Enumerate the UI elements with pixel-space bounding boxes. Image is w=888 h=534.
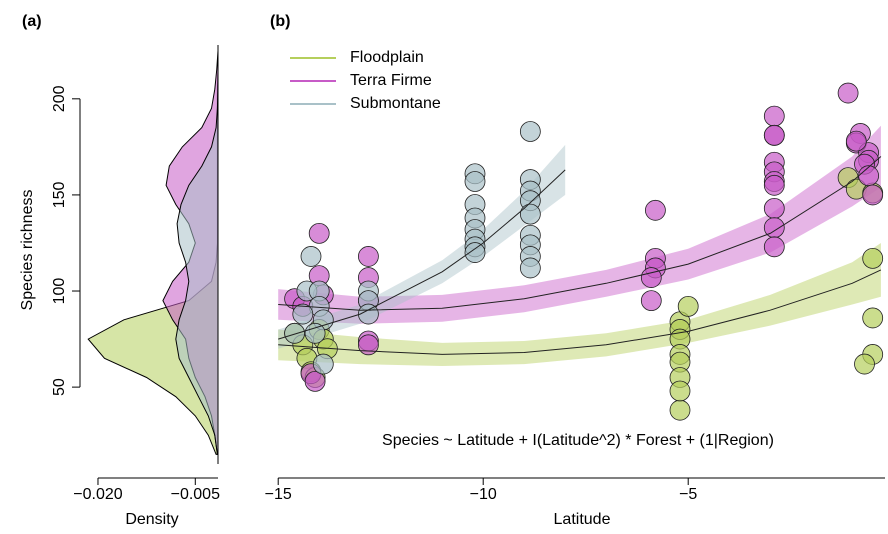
legend-label: Floodplain	[350, 49, 424, 66]
point	[677, 295, 699, 317]
point	[640, 267, 662, 288]
point	[862, 184, 884, 206]
y-tick-label: 200	[51, 85, 68, 112]
point	[357, 334, 379, 356]
point	[645, 199, 666, 221]
fit-line	[278, 269, 882, 355]
point	[357, 303, 379, 325]
y-tick-label: 150	[51, 181, 68, 208]
point	[862, 307, 884, 329]
point	[763, 197, 785, 219]
point	[669, 399, 691, 421]
x-axis-title: Latitude	[554, 511, 611, 528]
y-tick-label: 100	[51, 278, 68, 305]
point	[854, 353, 875, 375]
point	[300, 246, 322, 267]
point	[763, 236, 785, 258]
x-tick-label: −5	[679, 486, 697, 503]
point	[837, 82, 859, 104]
point	[357, 246, 379, 267]
x-tick-label: −10	[470, 486, 497, 503]
point	[312, 353, 334, 375]
x-tick-label: −0.005	[171, 486, 220, 503]
point	[640, 290, 662, 312]
point	[519, 121, 541, 142]
point	[669, 380, 691, 402]
x-axis-title: Density	[125, 511, 178, 528]
point	[304, 370, 326, 392]
confidence-band	[278, 125, 881, 324]
point	[304, 322, 326, 344]
panel-label: (b)	[270, 13, 290, 30]
fit-line	[278, 156, 882, 311]
x-tick-label: −15	[265, 486, 292, 503]
point	[464, 242, 486, 263]
point	[308, 222, 330, 244]
x-tick-label: −0.020	[73, 486, 122, 503]
confidence-band	[278, 243, 881, 366]
point	[519, 257, 541, 279]
fit-line	[278, 169, 566, 340]
panel-label: (a)	[22, 13, 42, 30]
legend-label: Submontane	[350, 95, 441, 112]
point	[858, 165, 879, 187]
legend-label: Terra Firme	[350, 72, 432, 89]
y-axis-title: Species richness	[19, 190, 36, 311]
point	[519, 203, 541, 225]
point	[862, 247, 884, 269]
point	[284, 322, 306, 344]
point	[292, 303, 314, 325]
point	[763, 124, 785, 146]
point	[763, 174, 785, 196]
point	[845, 130, 867, 152]
point	[464, 171, 486, 192]
point	[763, 105, 785, 127]
annotation: Species ~ Latitude + I(Latitude^2) * For…	[382, 432, 774, 449]
y-tick-label: 50	[51, 378, 68, 396]
